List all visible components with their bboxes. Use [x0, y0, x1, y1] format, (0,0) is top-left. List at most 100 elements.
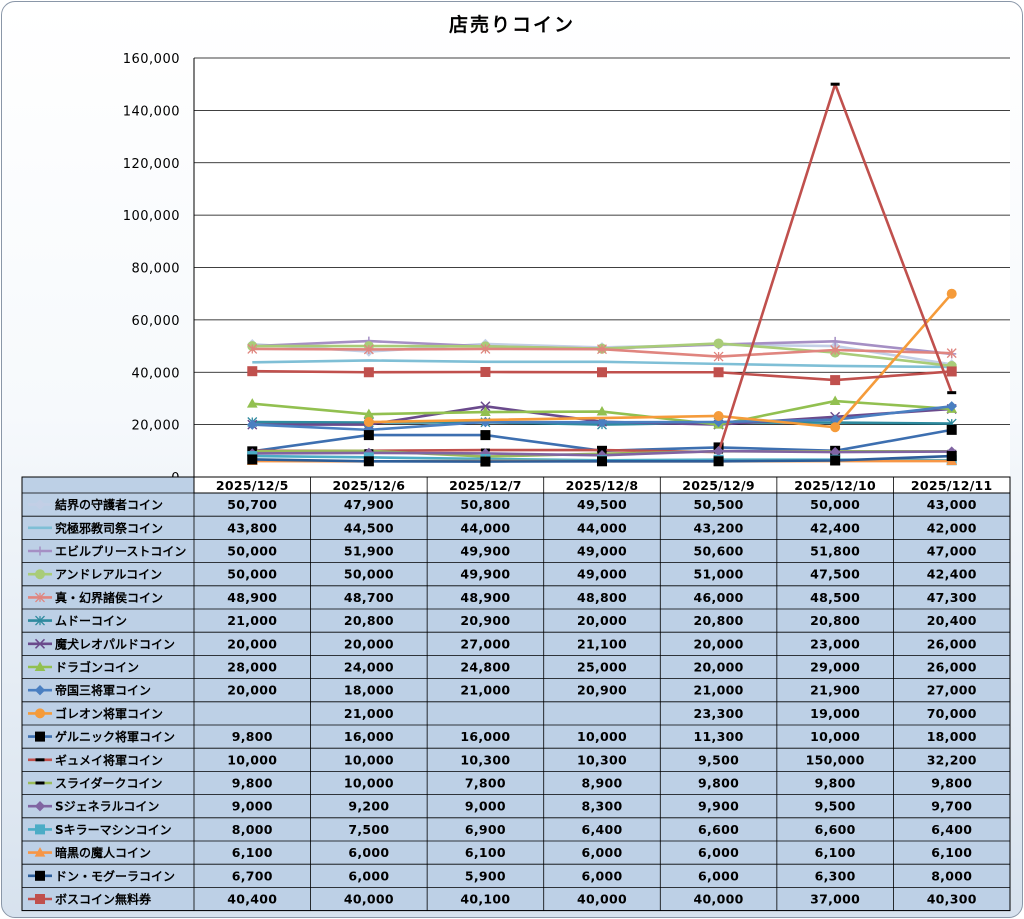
table-cell-value: 20,000 — [227, 636, 277, 651]
data-point-marker — [480, 366, 491, 377]
table-cell-value: 43,000 — [927, 497, 977, 512]
table-cell-value: 50,000 — [227, 567, 277, 582]
table-cell-value: 20,900 — [460, 613, 510, 628]
table-cell-value: 40,000 — [694, 892, 744, 907]
data-point-marker — [947, 391, 957, 395]
table-cell-value: 18,000 — [344, 683, 394, 698]
data-point-marker — [830, 336, 840, 346]
table-cell-value: 48,500 — [810, 590, 860, 605]
legend-series-name: ボスコイン無料券 — [55, 892, 152, 907]
table-cell-value: 51,000 — [694, 567, 744, 582]
table-cell-value: 9,500 — [815, 799, 856, 814]
data-point-marker — [247, 419, 258, 430]
data-point-marker — [35, 592, 45, 603]
table-cell-value: 20,000 — [227, 683, 277, 698]
data-point-marker — [363, 456, 374, 467]
table-cell-value: 9,900 — [698, 799, 739, 814]
data-point-marker — [596, 406, 608, 416]
legend-series-name: エビルプリーストコイン — [55, 544, 186, 559]
y-tick-label: 120,000 — [123, 157, 180, 172]
table-cell-value: 8,000 — [232, 822, 273, 837]
data-point-marker — [596, 417, 608, 428]
table-cell-value: 6,100 — [931, 845, 972, 860]
table-cell-value: 11,300 — [694, 729, 744, 744]
data-point-marker — [480, 456, 491, 467]
data-point-marker — [34, 638, 46, 649]
table-cell-value: 70,000 — [927, 706, 977, 721]
table-cell-value: 20,000 — [577, 613, 627, 628]
table-cell-value: 6,000 — [348, 845, 389, 860]
data-point-marker — [946, 288, 957, 299]
table-cell-value: 18,000 — [927, 729, 977, 744]
table-cell-value: 8,000 — [931, 868, 972, 883]
data-point-marker — [35, 708, 45, 719]
data-point-marker — [713, 410, 724, 421]
y-tick-label: 140,000 — [123, 104, 180, 119]
table-cell-value: 48,700 — [344, 590, 394, 605]
table-cell-value: 21,900 — [810, 683, 860, 698]
table-cell-value: 20,000 — [694, 660, 744, 675]
table-cell-value: 40,000 — [344, 892, 394, 907]
legend-series-name: Sジェネラルコイン — [55, 800, 159, 814]
table-cell-value: 37,000 — [810, 892, 860, 907]
table-cell-value: 44,500 — [344, 520, 394, 535]
table-cell-value: 27,000 — [927, 683, 977, 698]
table-cell-value: 9,800 — [232, 776, 273, 791]
series-4 — [247, 343, 957, 362]
table-cell-value: 8,300 — [581, 799, 622, 814]
table-cell-value: 20,000 — [694, 636, 744, 651]
table-cell-value: 6,400 — [581, 822, 622, 837]
table-cell-value: 50,700 — [227, 497, 277, 512]
data-point-marker — [34, 847, 46, 857]
table-cell-value: 48,900 — [227, 590, 277, 605]
data-point-marker — [713, 351, 724, 362]
table-cell-value: 26,000 — [927, 660, 977, 675]
series-9 — [363, 288, 957, 433]
data-table-bg — [21, 476, 1011, 912]
table-cell-value: 19,000 — [810, 706, 860, 721]
y-tick-label: 100,000 — [123, 209, 180, 224]
table-cell-value: 9,500 — [698, 752, 739, 767]
table-cell-value: 44,000 — [460, 520, 510, 535]
table-cell-value: 16,000 — [344, 729, 394, 744]
legend-series-name: 帝国三将軍コイン — [55, 683, 151, 698]
table-cell-value: 10,300 — [577, 752, 627, 767]
table-cell-value: 6,000 — [581, 845, 622, 860]
table-cell-value: 7,800 — [465, 776, 506, 791]
x-category-label: 2025/12/5 — [216, 478, 289, 493]
data-point-marker — [35, 615, 45, 626]
table-cell-value: 21,000 — [344, 706, 394, 721]
table-cell-value: 50,800 — [460, 497, 510, 512]
data-point-marker — [34, 499, 46, 510]
table-cell-value: 20,000 — [344, 636, 394, 651]
table-cell-value: 10,000 — [577, 729, 627, 744]
x-category-label: 2025/12/10 — [794, 478, 876, 493]
table-cell-value: 24,800 — [460, 660, 510, 675]
data-point-marker — [597, 367, 607, 378]
table-cell-value: 49,000 — [577, 544, 627, 559]
table-cell-value: 49,000 — [577, 567, 627, 582]
table-cell-value: 9,000 — [232, 799, 273, 814]
table-cell-value: 10,000 — [344, 776, 394, 791]
table-cell-value: 9,700 — [931, 799, 972, 814]
x-category-label: 2025/12/6 — [332, 478, 405, 493]
table-cell-value: 50,500 — [694, 497, 744, 512]
data-point-marker — [713, 456, 724, 467]
table-cell-value: 6,700 — [232, 868, 273, 883]
data-point-marker — [480, 343, 491, 354]
table-cell-value: 5,900 — [465, 868, 506, 883]
legend-series-name: 真・幻界諸侯コイン — [55, 590, 163, 605]
table-cell-value: 20,800 — [344, 613, 394, 628]
table-cell-value: 50,000 — [227, 544, 277, 559]
table-cell-value: 9,800 — [931, 776, 972, 791]
data-point-marker — [830, 455, 841, 466]
y-tick-label: 40,000 — [132, 366, 181, 381]
data-point-marker — [597, 448, 607, 452]
data-point-marker — [363, 430, 374, 441]
data-point-marker — [830, 375, 841, 386]
table-cell-value: 6,000 — [698, 845, 739, 860]
y-tick-label: 60,000 — [132, 314, 181, 329]
table-cell-value: 40,100 — [460, 892, 510, 907]
table-cell-value: 20,800 — [810, 613, 860, 628]
table-cell-value: 28,000 — [227, 660, 277, 675]
